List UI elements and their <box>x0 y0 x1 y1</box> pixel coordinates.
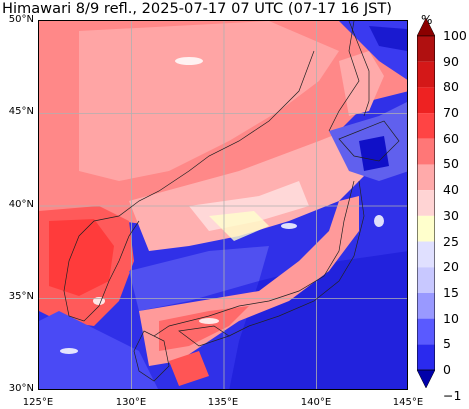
colorbar-tick-label: 0 <box>443 362 451 377</box>
colorbar-swatch <box>417 318 435 345</box>
colorbar-tick-label: 60 <box>443 130 459 146</box>
colorbar-tick-label: 5 <box>443 336 451 352</box>
lon-label-130: 130°E <box>115 397 147 408</box>
colorbar-tick-label: 40 <box>443 182 459 198</box>
reflectance-map[interactable] <box>38 20 408 390</box>
cloud-field-north-light <box>79 21 339 181</box>
colorbar-tick-label: 80 <box>443 79 459 95</box>
lat-label-50: 50°N <box>8 14 34 25</box>
colorbar-swatch <box>417 113 435 139</box>
colorbar-max-arrow <box>417 18 435 37</box>
lon-label-135: 135°E <box>207 397 239 408</box>
colorbar-tick-label: 20 <box>443 259 459 275</box>
colorbar-swatch <box>417 87 435 114</box>
colorbar-tick-label: 25 <box>443 233 459 249</box>
colorbar-min-arrow <box>417 369 435 388</box>
colorbar-tick-label: 100 <box>443 28 467 43</box>
lat-label-35: 35°N <box>8 291 34 302</box>
clear-area-east-china-sea <box>39 311 158 389</box>
colorbar <box>417 18 435 388</box>
colorbar-swatch <box>417 267 435 293</box>
lat-label-30: 30°N <box>8 383 34 394</box>
gridlines <box>39 21 407 389</box>
colorbar-swatch <box>417 138 435 165</box>
lon-label-125: 125°E <box>22 397 54 408</box>
lon-label-145: 145°E <box>392 397 424 408</box>
lon-label-140: 140°E <box>300 397 332 408</box>
colorbar-tick-label: 15 <box>443 284 459 300</box>
lat-label-45: 45°N <box>8 106 34 117</box>
colorbar-swatch <box>417 241 435 268</box>
colorbar-swatch <box>417 164 435 191</box>
colorbar-tick-label: 10 <box>443 310 459 326</box>
map-title: Himawari 8/9 refl., 2025-07-17 07 UTC (0… <box>2 0 393 17</box>
colorbar-tick-label: 50 <box>443 156 459 172</box>
colorbar-tick-label: 30 <box>443 207 459 223</box>
colorbar-tick-label: 70 <box>443 105 459 121</box>
coastlines <box>63 21 400 382</box>
colorbar-swatch <box>417 190 435 216</box>
lat-label-40: 40°N <box>8 199 34 210</box>
colorbar-swatch <box>417 344 435 370</box>
colorbar-swatch <box>417 215 435 242</box>
colorbar-tick-label: 90 <box>443 53 459 69</box>
colorbar-swatch <box>417 36 435 62</box>
colorbar-swatch <box>417 61 435 88</box>
cloud-speckles <box>60 57 384 354</box>
colorbar-swatch <box>417 292 435 319</box>
cloud-patch-ne <box>369 26 407 51</box>
colorbar-tick-label: −1 <box>443 387 462 403</box>
